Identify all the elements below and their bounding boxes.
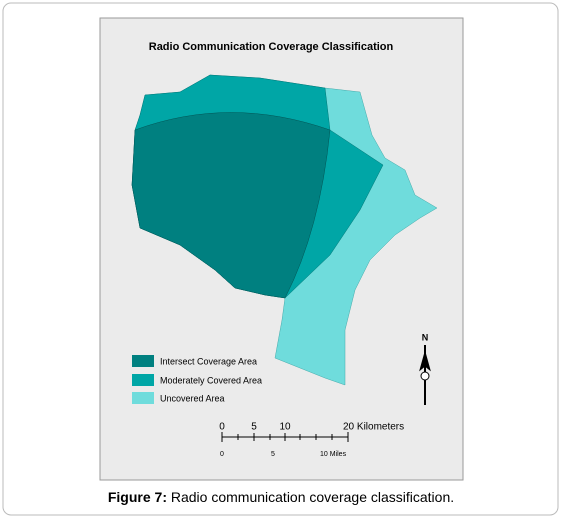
caption-text: Radio communication coverage classificat… <box>171 489 454 505</box>
scale-bar <box>221 432 349 442</box>
north-arrow <box>419 345 431 405</box>
scale-label: 10 Miles <box>320 451 347 458</box>
legend-swatch <box>132 374 154 386</box>
scale-label: 5 <box>251 422 257 433</box>
scale-label: 20 Kilometers <box>343 422 404 433</box>
map-title: Radio Communication Coverage Classificat… <box>149 41 394 53</box>
scale-label: 0 <box>219 422 225 433</box>
legend-label: Intersect Coverage Area <box>160 356 257 366</box>
north-label: N <box>422 332 429 342</box>
legend-label: Uncovered Area <box>160 393 225 403</box>
intersect-area <box>131 112 331 299</box>
scale-label: 0 <box>220 451 224 458</box>
caption: Figure 7: Radio communication coverage c… <box>108 489 454 505</box>
caption-label: Figure 7: <box>108 489 167 505</box>
legend-swatch <box>132 392 154 404</box>
scale-label: 5 <box>271 451 275 458</box>
scale-label: 10 <box>279 422 291 433</box>
legend-label: Moderately Covered Area <box>160 375 262 385</box>
legend-swatch <box>132 355 154 367</box>
